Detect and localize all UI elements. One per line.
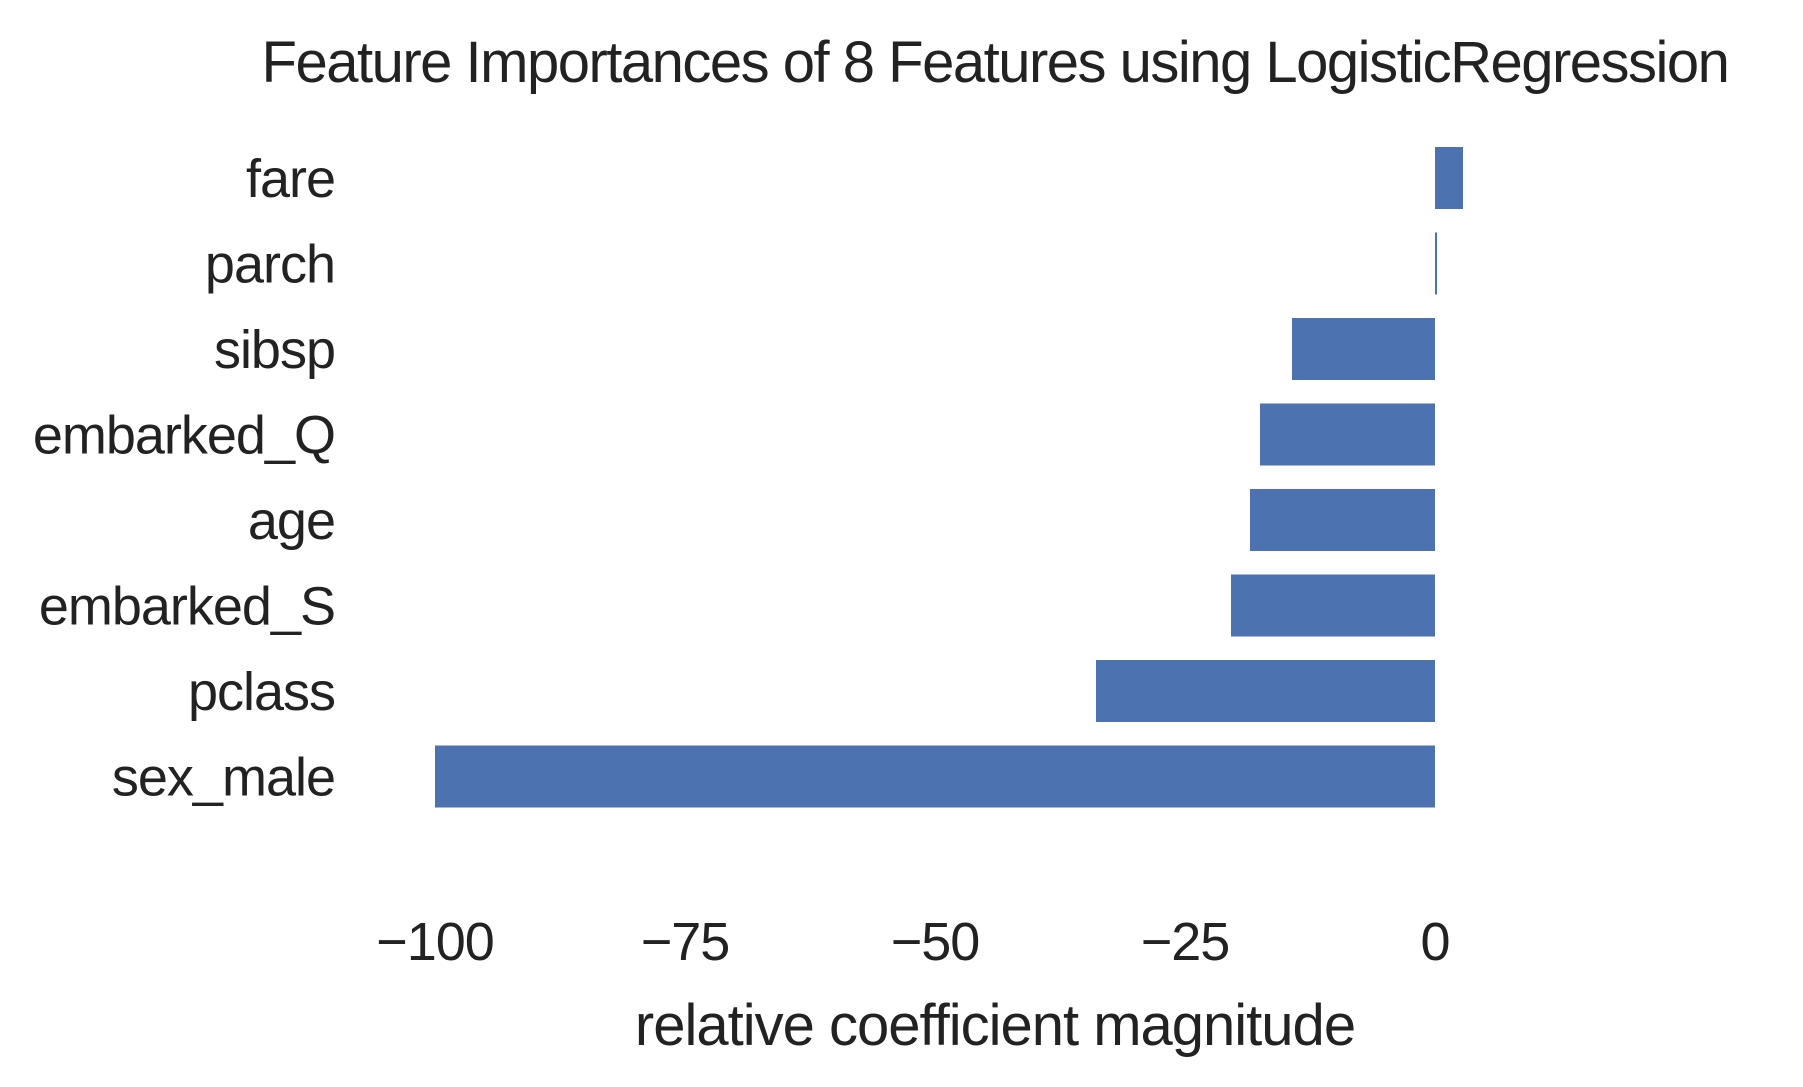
bar-embarked-S [1231, 574, 1435, 637]
bar-age [1250, 489, 1435, 551]
bar-sibsp [1292, 318, 1435, 380]
x-axis-label: relative coefficient magnitude [635, 993, 1355, 1058]
x-tick-label: −100 [376, 912, 494, 972]
bar-sex-male [435, 745, 1435, 808]
bar-fare [1435, 147, 1463, 209]
x-tick-labels: −100 −75 −50 −25 0 [376, 912, 1450, 972]
bar-embarked-Q [1260, 403, 1435, 466]
category-label-fare: fare [246, 149, 335, 209]
category-label-age: age [248, 491, 335, 551]
bar-parch [1435, 232, 1437, 295]
category-label-pclass: pclass [188, 662, 335, 722]
chart-title: Feature Importances of 8 Features using … [262, 30, 1729, 95]
x-tick-label: −25 [1141, 912, 1230, 972]
bars-group [435, 147, 1463, 808]
category-label-embarked-S: embarked_S [39, 577, 335, 637]
x-tick-label: −75 [641, 912, 730, 972]
category-label-parch: parch [205, 235, 335, 295]
category-label-embarked-Q: embarked_Q [33, 406, 335, 466]
category-label-sex-male: sex_male [112, 748, 335, 808]
bar-pclass [1096, 660, 1435, 722]
category-label-sibsp: sibsp [214, 320, 335, 380]
x-tick-label: 0 [1420, 912, 1449, 972]
x-tick-label: −50 [891, 912, 980, 972]
